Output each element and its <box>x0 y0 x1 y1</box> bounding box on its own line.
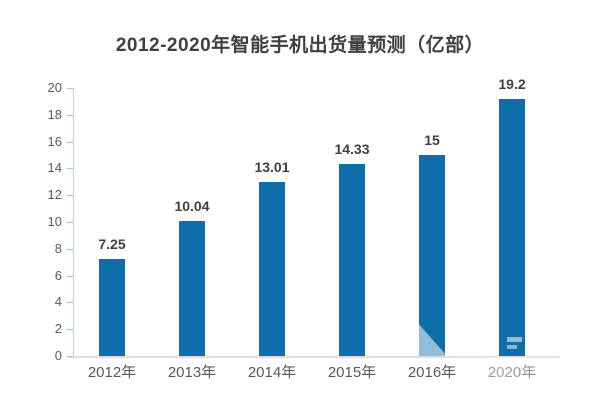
y-axis-line <box>73 88 74 356</box>
y-axis-tick-label: 20 <box>47 80 62 95</box>
bar-value-label: 14.33 <box>334 140 370 157</box>
y-axis-tick <box>67 356 73 357</box>
y-axis-tick <box>67 329 73 331</box>
y-axis-tick-label: 2 <box>54 321 62 337</box>
bar-value-label: 7.25 <box>98 235 126 252</box>
y-axis-tick-label: 8 <box>54 240 62 256</box>
y-axis-tick <box>67 168 73 170</box>
bar <box>259 181 285 356</box>
y-axis-tick <box>67 248 73 250</box>
bar <box>339 163 365 356</box>
bar <box>499 98 525 356</box>
y-axis-tick-label: 10 <box>47 214 62 229</box>
y-axis-tick-label: 6 <box>54 267 62 283</box>
bar <box>179 221 205 356</box>
y-axis-tick <box>67 141 73 143</box>
bar-value-label: 10.04 <box>174 198 210 215</box>
bar-value-label: 19.2 <box>498 75 526 92</box>
y-axis-tick-label: 16 <box>47 133 62 149</box>
x-axis-category-label: 2014年 <box>247 364 297 381</box>
bar-value-label: 13.01 <box>254 158 290 175</box>
y-axis-tick-label: 18 <box>47 106 62 122</box>
y-axis-tick-label: 4 <box>54 294 62 310</box>
y-axis-tick <box>67 195 73 197</box>
y-axis-tick <box>67 88 73 89</box>
bar <box>99 258 125 356</box>
y-axis-tick <box>67 114 73 116</box>
y-axis-tick-label: 0 <box>54 348 62 363</box>
bar-value-label: 15 <box>424 132 440 148</box>
x-axis-category-label: 2012年 <box>87 364 137 381</box>
x-axis-line <box>68 356 560 358</box>
x-axis-category-label: 2016年 <box>407 364 457 381</box>
y-axis-tick <box>67 275 73 277</box>
y-axis-tick-label: 12 <box>47 187 62 203</box>
x-axis-category-label: 2013年 <box>167 364 217 381</box>
y-axis-tick <box>67 222 73 223</box>
y-axis-tick-label: 14 <box>47 160 62 176</box>
bar <box>419 155 445 356</box>
x-axis-category-label: 2015年 <box>327 364 377 381</box>
chart-title: 2012-2020年智能手机出货量预测（亿部） <box>115 35 485 56</box>
x-axis-category-label: 2020年 <box>487 364 537 381</box>
y-axis-tick <box>67 302 73 304</box>
